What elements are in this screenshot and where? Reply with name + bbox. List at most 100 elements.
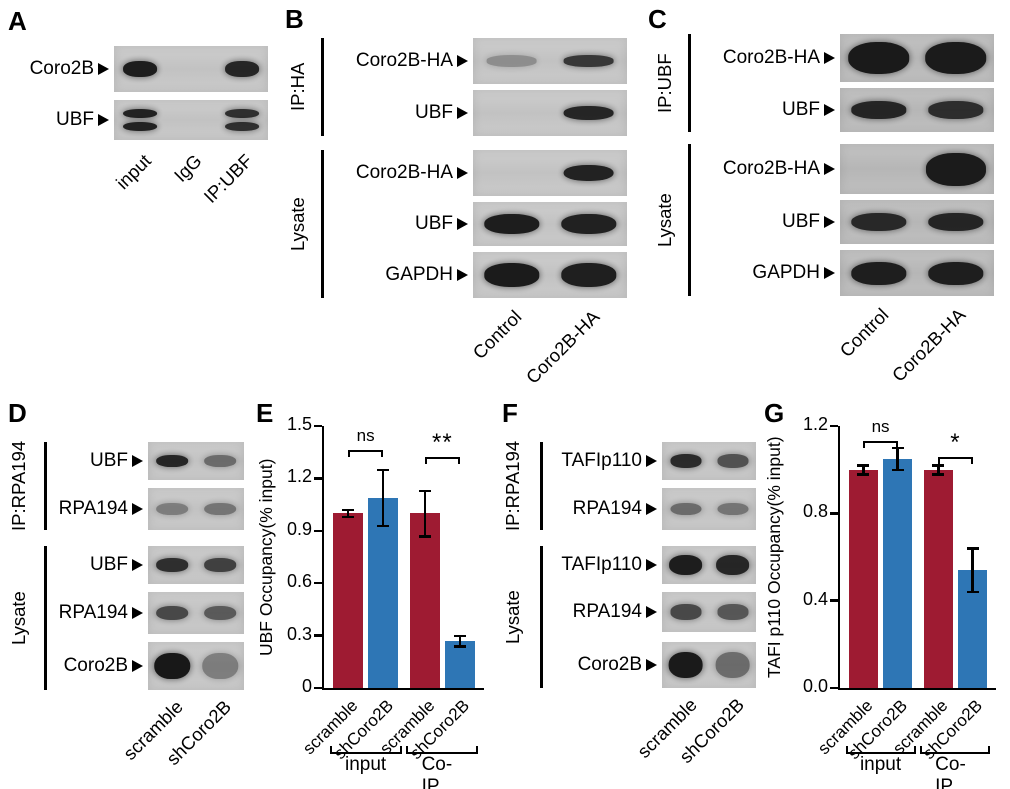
blot-row: UBF	[48, 546, 244, 584]
bar-chart-ubf-occupancy: 0 0.3 0.6 0.9 1.2 1.5 scramble shCoro2B scramble…	[287, 414, 484, 789]
blot-label-ubf: UBF	[48, 450, 148, 472]
protein-band	[715, 555, 750, 575]
antibody-name: TAFIp110	[561, 450, 642, 471]
significance-label: **	[432, 429, 453, 457]
blot-strip	[148, 592, 244, 634]
blot-strip	[662, 546, 756, 584]
blot-label-ubf: UBF	[325, 102, 473, 124]
panel-letter-f: F	[502, 398, 518, 428]
blot-row: RPA194	[48, 488, 244, 530]
antibody-name: UBF	[56, 109, 94, 130]
error-bar	[346, 509, 350, 517]
blot-rows: Coro2B-HA UBF Coro2B-HA UBF GAPDH	[692, 34, 994, 296]
blot-strip	[662, 642, 756, 688]
arrow-right-icon	[457, 55, 468, 67]
blot-row: TAFIp110	[544, 442, 756, 480]
blot-label-gapdh: GAPDH	[325, 264, 473, 286]
bar-shCoro2B	[883, 458, 913, 688]
protein-band	[204, 454, 236, 468]
error-cap	[891, 446, 904, 450]
blot-rows: UBF RPA194 UBF RPA194 Coro2B	[48, 442, 244, 690]
significance-bracket	[348, 450, 384, 458]
antibody-name: TAFIp110	[561, 554, 642, 575]
lane-label-control: Control	[835, 304, 893, 362]
panel-b: B IP:HA Lysate Coro2B-HA UBF Coro2B-HA U…	[285, 4, 631, 396]
lane-label-coro2b-ha: Coro2B-HA	[888, 304, 970, 386]
ip-bracket-line	[540, 442, 543, 530]
blot-label-ubf: UBF	[325, 213, 473, 235]
antibody-name: UBF	[415, 213, 453, 234]
blot-row: UBF	[8, 100, 268, 140]
error-cap	[454, 634, 466, 638]
blot-row: UBF	[692, 88, 994, 132]
error-cap	[418, 535, 431, 538]
lysate-bracket-line	[321, 150, 324, 298]
blot-row: GAPDH	[325, 252, 627, 298]
protein-band	[156, 558, 188, 572]
y-tick	[314, 686, 322, 690]
arrow-right-icon	[824, 104, 835, 116]
protein-band	[716, 502, 749, 516]
error-cap	[377, 524, 390, 528]
y-tick	[314, 424, 322, 428]
protein-band	[563, 106, 614, 120]
error-cap	[418, 489, 431, 493]
blot-label-tafip110: TAFIp110	[544, 450, 662, 472]
protein-band	[850, 212, 907, 232]
protein-band	[122, 108, 157, 118]
lane-label-coro2b-ha: Coro2B-HA	[522, 306, 604, 388]
y-axis-label: TAFI p110 Occupancy(% input)	[764, 436, 784, 678]
blot-strip	[473, 150, 627, 196]
panel-letter-d: D	[8, 398, 27, 428]
arrow-right-icon	[132, 455, 143, 467]
error-cap	[932, 464, 945, 467]
blot-label-ubf: UBF	[48, 554, 148, 576]
ip-bracket-label: IP:RPA194	[502, 440, 523, 532]
lysate-bracket-label: Lysate	[502, 590, 523, 644]
blot-row: Coro2B-HA	[325, 38, 627, 84]
protein-band	[563, 55, 614, 67]
antibody-name: UBF	[782, 99, 820, 120]
protein-band	[716, 454, 749, 468]
error-cap	[857, 473, 870, 476]
blot-label-rpa194: RPA194	[544, 601, 662, 623]
significance-bracket	[938, 456, 973, 464]
error-cap	[932, 473, 945, 476]
blot-label-tafip110: TAFIp110	[544, 554, 662, 576]
error-cap	[377, 468, 390, 472]
protein-band	[156, 502, 188, 516]
y-tick-label: 1.2	[802, 414, 828, 434]
blot-label-ubf: UBF	[692, 211, 840, 233]
y-tick	[830, 686, 838, 690]
protein-band	[927, 212, 984, 232]
ip-bracket-label: IP:RPA194	[8, 440, 29, 532]
arrow-right-icon	[132, 559, 143, 571]
error-cap	[891, 468, 904, 472]
y-tick	[830, 599, 838, 602]
panel-f: F IP:RPA194 Lysate TAFIp110 RPA194 TAFIp…	[502, 398, 764, 789]
blot-row: TAFIp110	[544, 546, 756, 584]
protein-band	[669, 502, 702, 516]
y-tick-label: 0.3	[286, 623, 312, 644]
y-tick-label: 1.5	[286, 414, 312, 434]
protein-band	[122, 61, 157, 77]
protein-band	[716, 604, 749, 620]
error-bar	[971, 548, 974, 592]
lane-label-control: Control	[468, 306, 526, 364]
protein-band	[927, 261, 984, 285]
antibody-name: UBF	[90, 554, 128, 575]
antibody-name: Coro2B-HA	[722, 47, 820, 68]
y-tick-label: 0.4	[802, 588, 828, 609]
panel-e: E UBF Occupancy(% input) 0 0.3 0.6 0.9 1.2 1.…	[256, 398, 502, 789]
y-tick-label: 1.2	[286, 466, 312, 487]
arrow-right-icon	[646, 559, 657, 571]
error-bar	[937, 465, 940, 475]
blot-strip	[840, 34, 994, 82]
protein-band	[850, 101, 907, 119]
arrow-right-icon	[824, 267, 835, 279]
y-tick	[314, 529, 322, 533]
blot-rows: TAFIp110 RPA194 TAFIp110 RPA194 Coro2B	[544, 442, 756, 688]
y-tick	[830, 424, 838, 428]
blot-strip	[840, 88, 994, 132]
protein-band	[560, 263, 617, 287]
